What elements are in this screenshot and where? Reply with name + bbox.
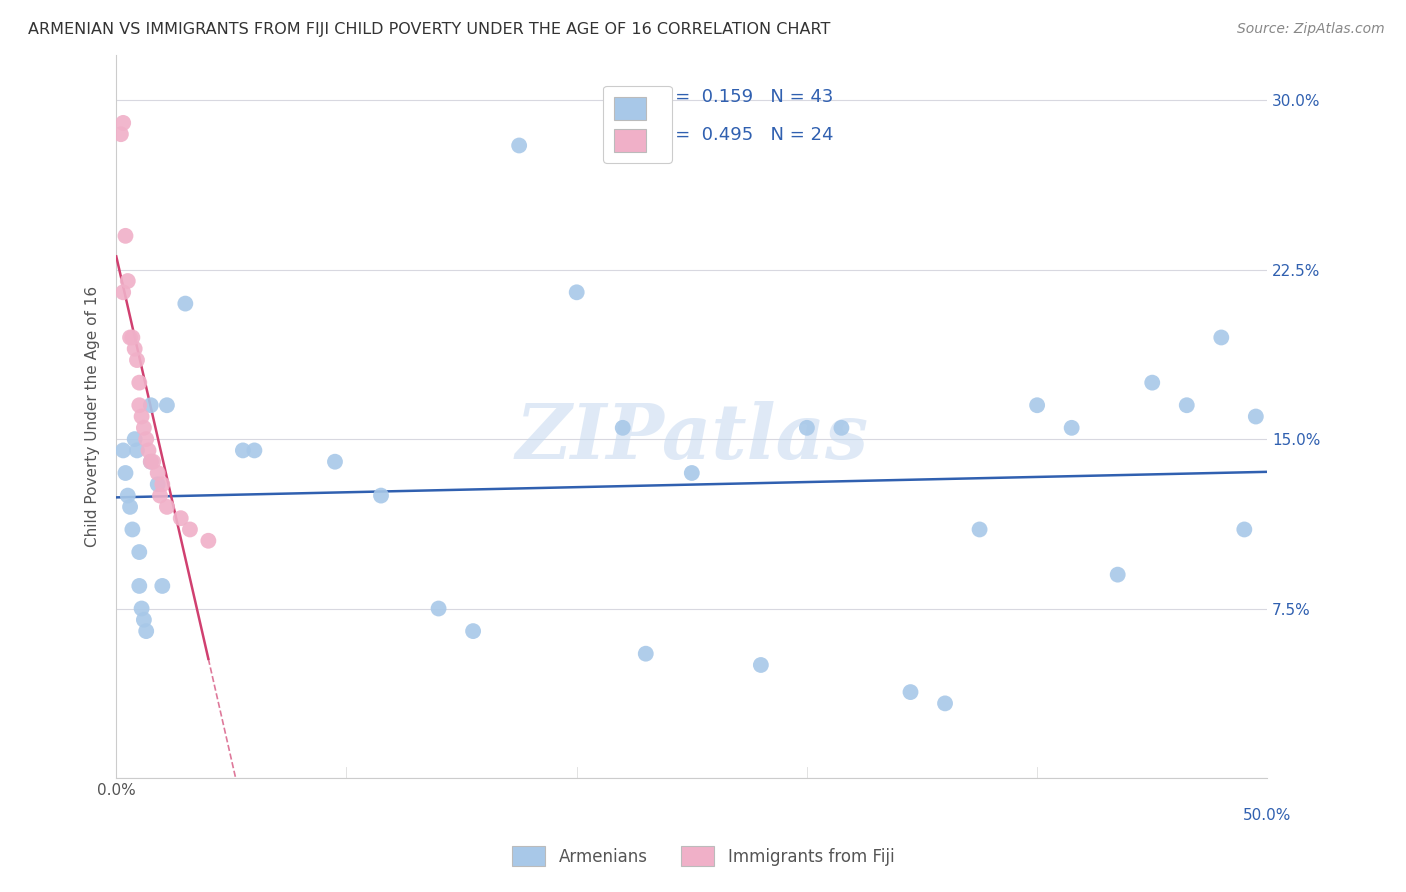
- Text: R =  0.495   N = 24: R = 0.495 N = 24: [657, 126, 834, 144]
- Point: [138, 443, 160, 458]
- Point: [114, 228, 136, 243]
- Point: [112, 443, 135, 458]
- Point: [461, 624, 484, 639]
- Point: [634, 647, 657, 661]
- Point: [135, 432, 157, 446]
- Text: R =  0.159   N = 43: R = 0.159 N = 43: [657, 87, 834, 105]
- Point: [139, 455, 162, 469]
- Point: [121, 523, 143, 537]
- Point: [179, 523, 201, 537]
- Point: [132, 613, 155, 627]
- Point: [146, 477, 169, 491]
- Point: [139, 455, 162, 469]
- Point: [128, 398, 150, 412]
- Point: [150, 579, 173, 593]
- Point: [969, 523, 991, 537]
- Point: [1233, 523, 1256, 537]
- Point: [135, 624, 157, 639]
- Point: [830, 421, 852, 435]
- Point: [131, 601, 153, 615]
- Point: [370, 489, 392, 503]
- Point: [1060, 421, 1083, 435]
- Legend: , : ,: [603, 86, 672, 163]
- Point: [934, 697, 956, 711]
- Text: Source: ZipAtlas.com: Source: ZipAtlas.com: [1237, 22, 1385, 37]
- Point: [243, 443, 266, 458]
- Point: [1142, 376, 1164, 390]
- Point: [120, 500, 142, 514]
- Point: [323, 455, 346, 469]
- Point: [1175, 398, 1198, 412]
- Point: [112, 116, 135, 130]
- Point: [156, 398, 179, 412]
- Point: [120, 330, 142, 344]
- Point: [1107, 567, 1129, 582]
- Point: [150, 477, 173, 491]
- Y-axis label: Child Poverty Under the Age of 16: Child Poverty Under the Age of 16: [86, 286, 100, 547]
- Point: [114, 466, 136, 480]
- Point: [124, 432, 146, 446]
- Point: [139, 398, 162, 412]
- Point: [112, 285, 135, 300]
- Point: [131, 409, 153, 424]
- Point: [117, 489, 139, 503]
- Point: [612, 421, 634, 435]
- Text: 50.0%: 50.0%: [1243, 808, 1292, 823]
- Point: [128, 545, 150, 559]
- Text: ARMENIAN VS IMMIGRANTS FROM FIJI CHILD POVERTY UNDER THE AGE OF 16 CORRELATION C: ARMENIAN VS IMMIGRANTS FROM FIJI CHILD P…: [28, 22, 831, 37]
- Point: [128, 376, 150, 390]
- Point: [121, 330, 143, 344]
- Point: [1026, 398, 1049, 412]
- Legend: Armenians, Immigrants from Fiji: Armenians, Immigrants from Fiji: [503, 838, 903, 875]
- Point: [125, 443, 148, 458]
- Point: [900, 685, 922, 699]
- Point: [1211, 330, 1233, 344]
- Point: [197, 533, 219, 548]
- Point: [146, 466, 169, 480]
- Point: [232, 443, 254, 458]
- Point: [427, 601, 450, 615]
- Point: [174, 296, 197, 310]
- Point: [796, 421, 818, 435]
- Text: ZIPatlas: ZIPatlas: [515, 401, 869, 475]
- Point: [110, 127, 132, 141]
- Point: [128, 579, 150, 593]
- Point: [125, 353, 148, 368]
- Point: [132, 421, 155, 435]
- Point: [149, 489, 172, 503]
- Point: [681, 466, 703, 480]
- Point: [749, 658, 772, 673]
- Point: [508, 138, 530, 153]
- Point: [117, 274, 139, 288]
- Point: [142, 455, 165, 469]
- Point: [1244, 409, 1267, 424]
- Point: [170, 511, 193, 525]
- Point: [565, 285, 588, 300]
- Point: [156, 500, 179, 514]
- Point: [124, 342, 146, 356]
